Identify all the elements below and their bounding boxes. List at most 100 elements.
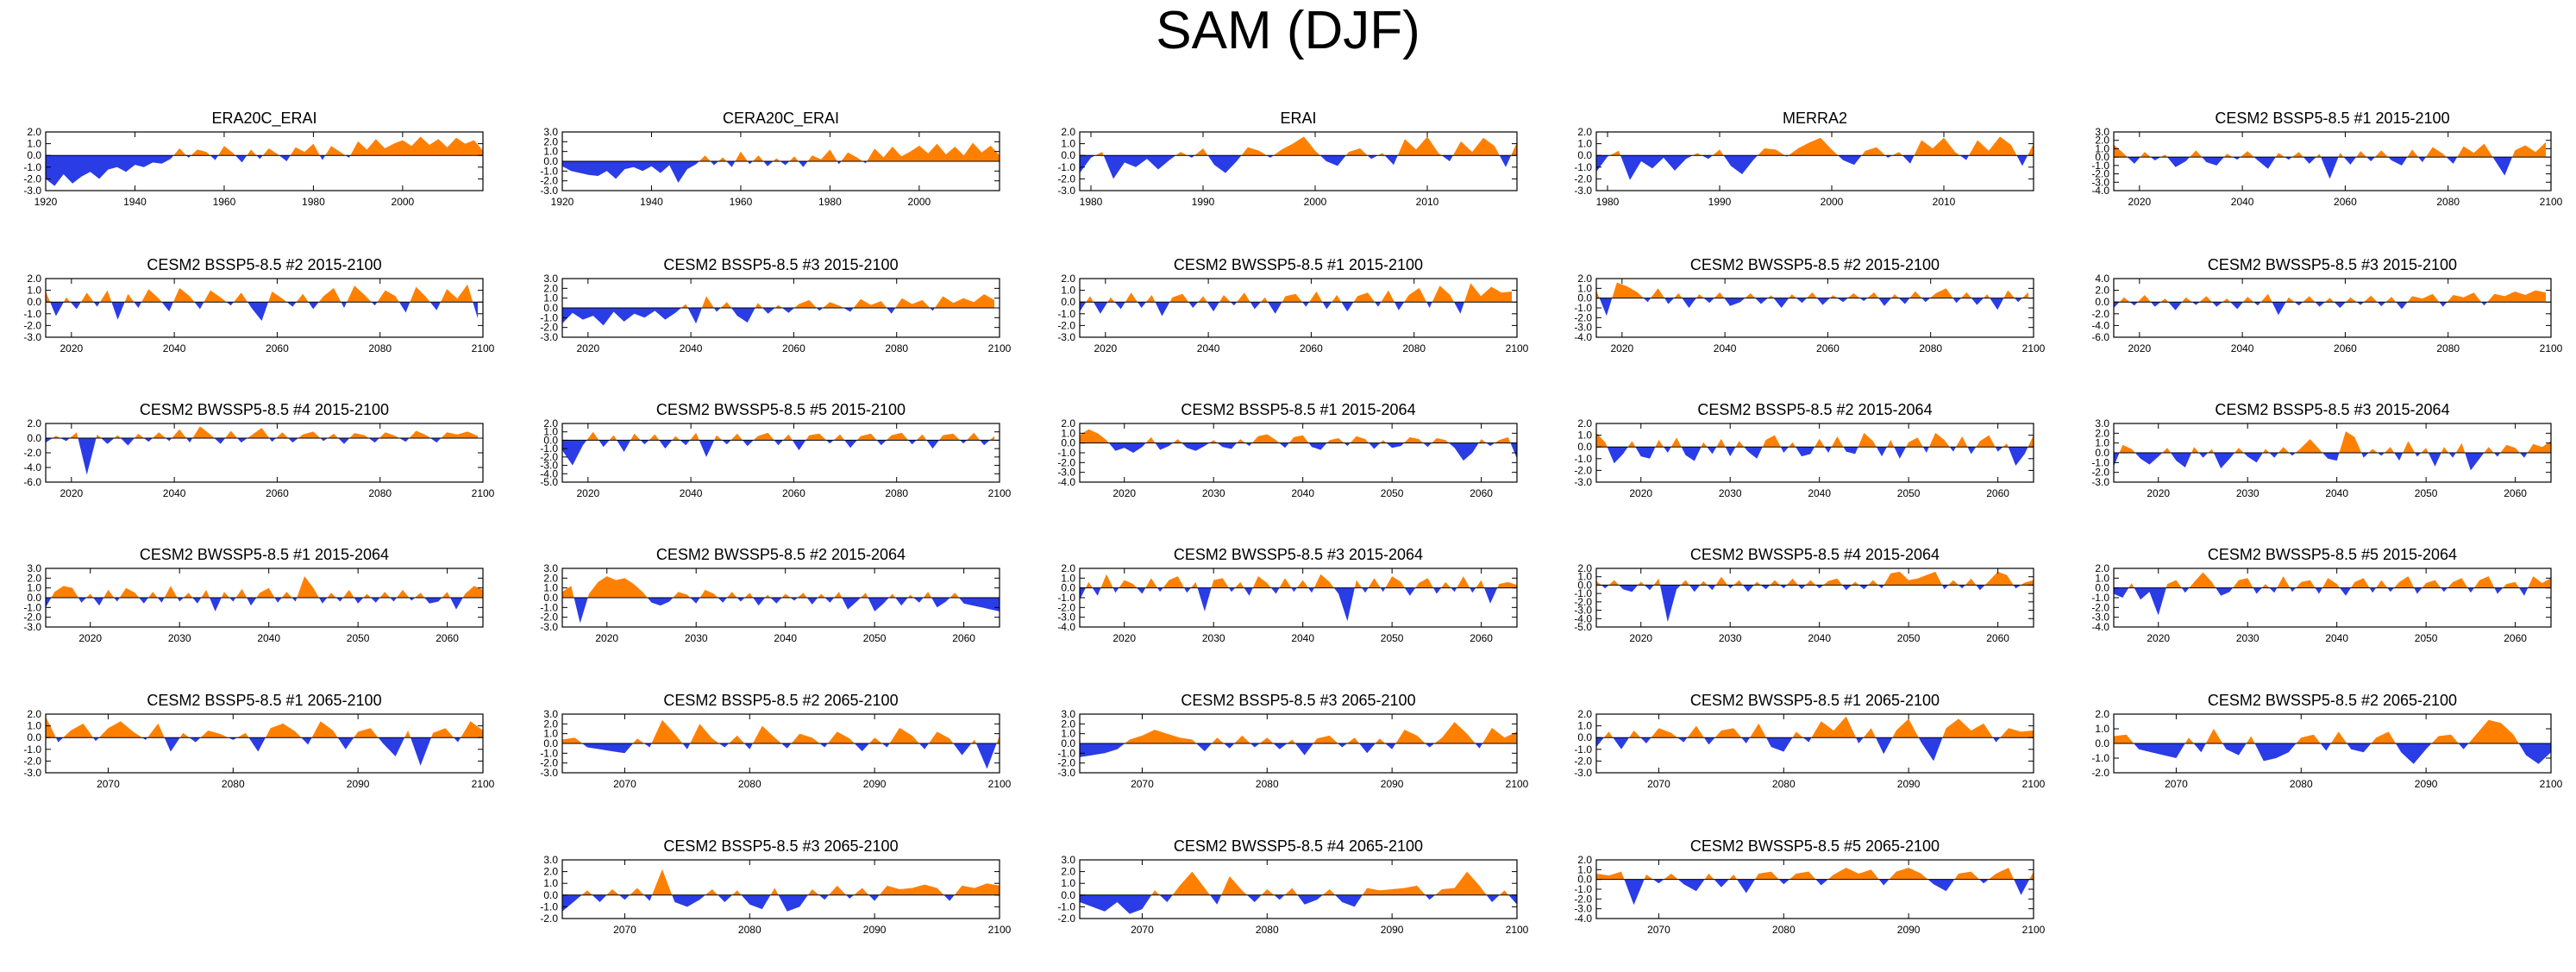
- y-tick-label: -3.0: [1574, 767, 1592, 779]
- negative-area: [46, 598, 483, 611]
- y-tick-label: -2.0: [540, 757, 558, 769]
- panel-title: CESM2 BWSSP5-8.5 #2 2015-2100: [1690, 256, 1940, 273]
- y-tick-label: 1.0: [1061, 285, 1075, 297]
- negative-area: [2114, 743, 2551, 764]
- y-tick-label: 2.0: [1577, 273, 1592, 285]
- sam-panel: CESM2 BWSSP5-8.5 #5 2065-2100 2.01.00.0-1…: [1574, 837, 2045, 936]
- x-tick-label: 2040: [163, 342, 186, 354]
- panel-title: CESM2 BWSSP5-8.5 #5 2015-2100: [656, 401, 906, 418]
- y-tick-label: 0.0: [543, 155, 558, 167]
- x-tick-label: 2080: [368, 487, 392, 499]
- y-tick-label: -2.0: [540, 175, 558, 187]
- panel-title: CESM2 BWSSP5-8.5 #3 2015-2064: [1174, 546, 1423, 563]
- y-tick-label: 1.0: [1577, 138, 1592, 150]
- x-tick-label: 2000: [1821, 196, 1844, 208]
- sam-panel: CESM2 BWSSP5-8.5 #1 2065-2100 2.01.00.0-1…: [1574, 692, 2045, 790]
- x-tick-label: 2020: [1094, 342, 1117, 354]
- y-tick-label: 2.0: [543, 866, 558, 878]
- x-tick-label: 2080: [738, 924, 762, 936]
- x-tick-label: 1920: [551, 196, 574, 208]
- figure-title: SAM (DJF): [1156, 1, 1420, 60]
- x-tick-label: 2080: [1256, 924, 1279, 936]
- y-tick-label: 2.0: [1061, 562, 1075, 574]
- x-tick-label: 2050: [2415, 632, 2438, 644]
- x-tick-label: 2030: [1202, 487, 1225, 499]
- y-tick-label: 0.0: [27, 432, 41, 444]
- y-tick-label: 1.0: [27, 285, 41, 297]
- x-tick-label: 2060: [1986, 487, 2009, 499]
- y-tick-label: -1.0: [23, 601, 41, 613]
- x-tick-label: 1980: [302, 196, 325, 208]
- y-tick-label: -2.0: [1057, 456, 1075, 468]
- x-tick-label: 2000: [1304, 196, 1327, 208]
- x-tick-label: 2040: [774, 632, 797, 644]
- negative-area: [55, 737, 461, 766]
- y-tick-label: -4.0: [23, 461, 41, 473]
- positive-area: [562, 142, 1000, 161]
- x-tick-label: 2010: [1416, 196, 1439, 208]
- panel-title: CESM2 BWSSP5-8.5 #4 2015-2100: [140, 401, 389, 418]
- y-tick-label: 1.0: [543, 292, 558, 304]
- x-tick-label: 2090: [1381, 924, 1404, 936]
- x-tick-label: 2100: [2540, 342, 2563, 354]
- y-tick-label: -2.0: [1574, 893, 1592, 905]
- x-tick-label: 2100: [2022, 778, 2046, 790]
- x-tick-label: 2070: [1647, 778, 1670, 790]
- x-tick-label: 1980: [1596, 196, 1620, 208]
- y-tick-label: -3.0: [1057, 185, 1075, 197]
- x-tick-label: 2020: [2147, 487, 2170, 499]
- positive-area: [1151, 871, 1509, 895]
- x-tick-label: 2030: [2236, 487, 2259, 499]
- y-tick-label: 2.0: [1577, 562, 1592, 574]
- y-tick-label: -4.0: [540, 467, 558, 480]
- y-tick-label: 2.0: [27, 572, 41, 584]
- y-tick-label: 1.0: [27, 138, 41, 150]
- sam-panel: CESM2 BSSP5-8.5 #2 2015-2100 2.01.00.0-1.…: [23, 256, 494, 354]
- panel-frame: [1079, 278, 1518, 338]
- panel-frame: [45, 131, 484, 191]
- panel-frame: [1595, 859, 2034, 919]
- y-tick-label: -4.0: [2091, 185, 2109, 197]
- positive-area: [1596, 571, 2034, 586]
- x-tick-label: 2040: [2325, 632, 2348, 644]
- x-tick-label: 2030: [1202, 632, 1225, 644]
- positive-area: [1596, 136, 2034, 156]
- sam-panel: CESM2 BSSP5-8.5 #2 2015-2064 2.01.00.0-1.…: [1574, 401, 2034, 499]
- negative-area: [1607, 447, 2028, 466]
- y-tick-label: -1.0: [23, 308, 41, 320]
- y-tick-label: -3.0: [1057, 331, 1075, 343]
- panel-frame: [1595, 568, 2034, 628]
- y-tick-label: 2.0: [543, 718, 558, 730]
- x-tick-label: 2070: [1131, 924, 1154, 936]
- y-tick-label: -5.0: [540, 476, 558, 488]
- negative-area: [1080, 743, 1517, 757]
- x-tick-label: 2060: [2334, 196, 2357, 208]
- y-tick-label: 1.0: [1577, 720, 1592, 732]
- x-tick-label: 2090: [863, 924, 887, 936]
- panel-frame: [45, 278, 484, 338]
- y-tick-label: -3.0: [540, 767, 558, 779]
- panel-title: CESM2 BSSP5-8.5 #2 2015-2064: [1697, 401, 1932, 418]
- panel-title: CESM2 BWSSP5-8.5 #3 2015-2100: [2208, 256, 2457, 273]
- y-tick-label: -3.0: [2091, 611, 2109, 624]
- y-tick-label: -4.0: [1574, 612, 1592, 624]
- x-tick-label: 1920: [34, 196, 58, 208]
- sam-panel: CESM2 BSSP5-8.5 #3 2015-2064 3.02.01.00.0…: [2091, 401, 2552, 499]
- y-tick-label: 3.0: [2095, 126, 2109, 138]
- negative-area: [1596, 737, 2001, 762]
- panel-frame: [2113, 568, 2552, 628]
- y-tick-label: 0.0: [1061, 889, 1075, 901]
- x-tick-label: 2100: [472, 778, 495, 790]
- x-tick-label: 2100: [1506, 342, 1529, 354]
- x-tick-label: 2030: [1719, 632, 1742, 644]
- positive-area: [2114, 290, 2546, 303]
- sam-panel: CESM2 BWSSP5-8.5 #1 2015-2100 2.01.00.0-1…: [1057, 256, 1528, 354]
- y-tick-label: -2.0: [23, 319, 41, 331]
- x-tick-label: 2100: [472, 342, 495, 354]
- y-tick-label: -3.0: [540, 185, 558, 197]
- panel-frame: [1079, 131, 1518, 191]
- y-tick-label: -2.0: [23, 611, 41, 624]
- negative-area: [46, 155, 483, 186]
- x-tick-label: 2080: [1772, 924, 1796, 936]
- y-tick-label: -1.0: [1574, 587, 1592, 599]
